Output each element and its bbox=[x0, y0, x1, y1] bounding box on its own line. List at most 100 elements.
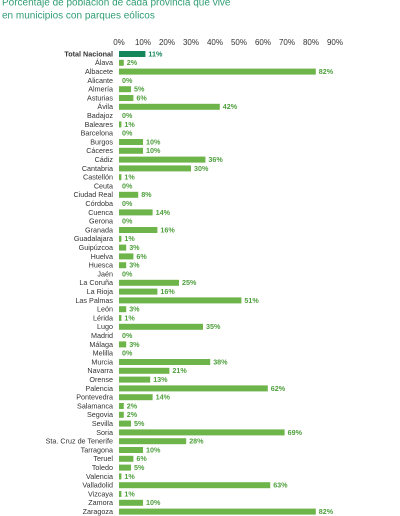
bar bbox=[119, 315, 122, 321]
value-label: 69% bbox=[288, 428, 303, 437]
bar bbox=[119, 103, 220, 110]
chart-title: en municipios con parques eólicos bbox=[2, 11, 155, 22]
bar bbox=[119, 491, 122, 497]
x-tick-label: 40% bbox=[207, 38, 223, 47]
value-label: 36% bbox=[208, 155, 223, 164]
value-label: 14% bbox=[156, 393, 171, 402]
value-label: 82% bbox=[319, 507, 334, 516]
value-label: 13% bbox=[153, 375, 168, 384]
bar bbox=[119, 253, 134, 260]
value-label: 0% bbox=[122, 129, 133, 138]
bar bbox=[119, 482, 271, 489]
category-label: Murcia bbox=[91, 357, 113, 366]
value-label: 3% bbox=[129, 305, 140, 314]
value-label: 5% bbox=[134, 463, 145, 472]
value-label: 21% bbox=[172, 366, 187, 375]
bar bbox=[119, 227, 158, 233]
bar bbox=[119, 165, 191, 172]
category-label: Guadalajara bbox=[74, 234, 113, 243]
bar bbox=[119, 235, 122, 242]
chart-title: Porcentaje de población de cada provinci… bbox=[2, 0, 231, 9]
bar bbox=[119, 367, 170, 374]
value-label: 1% bbox=[124, 313, 135, 322]
bar bbox=[119, 174, 122, 181]
value-label: 5% bbox=[134, 419, 145, 428]
value-label: 38% bbox=[213, 357, 228, 366]
category-label: La Rioja bbox=[87, 287, 113, 296]
category-label: Salamanca bbox=[77, 401, 113, 410]
bar bbox=[119, 341, 127, 348]
category-label: La Coruña bbox=[79, 278, 113, 287]
value-label: 30% bbox=[194, 164, 209, 173]
value-label: 63% bbox=[273, 481, 288, 490]
value-label: 0% bbox=[122, 269, 133, 278]
value-label: 6% bbox=[136, 252, 147, 261]
value-label: 1% bbox=[124, 489, 135, 498]
value-label: 1% bbox=[124, 120, 135, 129]
category-label: Lérida bbox=[93, 313, 113, 322]
category-label: Ciudad Real bbox=[73, 190, 113, 199]
bar bbox=[119, 473, 122, 480]
x-tick-label: 70% bbox=[279, 38, 295, 47]
category-label: Cáceres bbox=[86, 146, 113, 155]
category-label: Málaga bbox=[89, 340, 113, 349]
x-tick-label: 30% bbox=[183, 38, 199, 47]
bar bbox=[119, 438, 187, 445]
bar bbox=[119, 86, 131, 93]
bar bbox=[119, 288, 158, 295]
bar bbox=[119, 279, 179, 286]
value-label: 35% bbox=[206, 322, 221, 331]
category-label: Vizcaya bbox=[88, 489, 113, 498]
value-label: 0% bbox=[122, 217, 133, 226]
bar bbox=[119, 394, 153, 401]
category-label: Soria bbox=[96, 428, 113, 437]
bar bbox=[119, 59, 124, 66]
value-label: 2% bbox=[127, 401, 138, 410]
category-label: Lugo bbox=[97, 322, 113, 331]
value-label: 3% bbox=[129, 261, 140, 270]
x-tick-label: 80% bbox=[303, 38, 319, 47]
bar bbox=[119, 323, 203, 330]
value-label: 16% bbox=[160, 225, 175, 234]
bar bbox=[119, 359, 211, 365]
bar bbox=[119, 376, 151, 383]
category-label: Álava bbox=[95, 58, 113, 67]
category-label: Las Palmas bbox=[75, 296, 113, 305]
category-label: León bbox=[97, 305, 113, 314]
bar bbox=[119, 306, 127, 313]
category-label: Burgos bbox=[90, 137, 113, 146]
value-label: 10% bbox=[146, 498, 161, 507]
category-label: Castellón bbox=[83, 173, 113, 182]
value-label: 1% bbox=[124, 234, 135, 243]
category-label: Gerona bbox=[89, 217, 113, 226]
category-label: Palencia bbox=[85, 384, 113, 393]
bar bbox=[119, 139, 143, 145]
bar bbox=[119, 156, 206, 163]
x-tick-label: 0% bbox=[113, 38, 125, 47]
value-label: 3% bbox=[129, 243, 140, 252]
category-label: Zaragoza bbox=[83, 507, 113, 516]
value-label: 2% bbox=[127, 58, 138, 67]
bar bbox=[119, 403, 124, 409]
value-label: 2% bbox=[127, 410, 138, 419]
bar bbox=[119, 95, 134, 101]
category-label: Pontevedra bbox=[76, 393, 113, 402]
value-label: 14% bbox=[156, 208, 171, 217]
bar bbox=[119, 147, 143, 154]
category-label: Alicante bbox=[87, 76, 113, 85]
category-label: Granada bbox=[85, 225, 113, 234]
category-label: Guipúzcoa bbox=[79, 243, 113, 252]
x-tick-label: 90% bbox=[327, 38, 343, 47]
category-label: Valencia bbox=[86, 472, 113, 481]
category-label: Badajoz bbox=[87, 111, 113, 120]
category-label: Huelva bbox=[91, 252, 113, 261]
value-label: 25% bbox=[182, 278, 197, 287]
bar bbox=[119, 455, 134, 462]
value-label: 6% bbox=[136, 454, 147, 463]
bar bbox=[119, 262, 127, 269]
value-label: 10% bbox=[146, 445, 161, 454]
category-label: Madrid bbox=[91, 331, 113, 340]
value-label: 1% bbox=[124, 472, 135, 481]
value-label: 0% bbox=[122, 331, 133, 340]
category-label: Tarragona bbox=[81, 445, 113, 454]
